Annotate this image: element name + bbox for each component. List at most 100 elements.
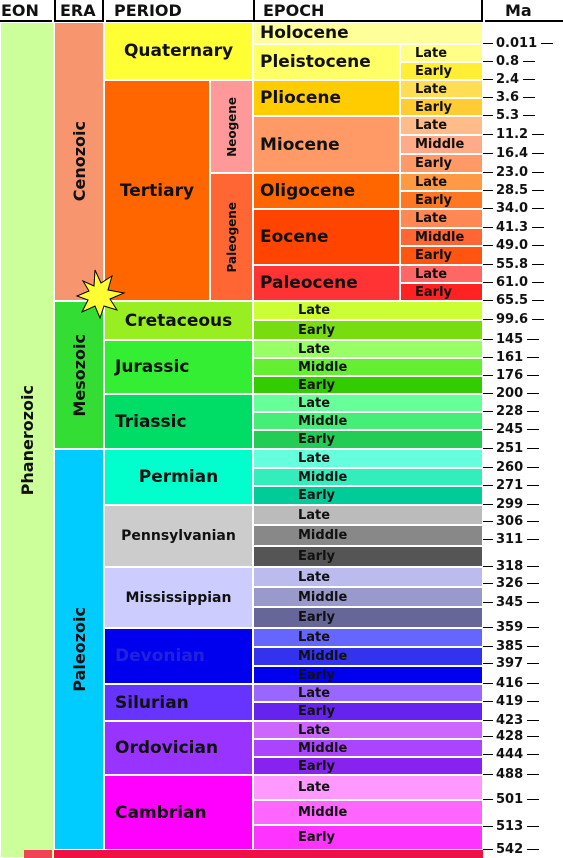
header-eon: EON bbox=[0, 0, 52, 22]
subepoch-early-label: Early bbox=[298, 667, 335, 683]
subepoch-early-label: Early bbox=[415, 248, 452, 263]
age-label: 16.4 bbox=[496, 146, 529, 161]
age-tick: 245 bbox=[483, 423, 563, 437]
subepoch-early: Early bbox=[400, 62, 483, 80]
age-tick: 0.011 bbox=[483, 37, 563, 51]
subepoch-late: Late bbox=[400, 80, 483, 98]
age-label: 34.0 bbox=[496, 201, 529, 216]
subepoch-middle-label: Middle bbox=[298, 469, 348, 485]
period-devonian: Devonian bbox=[104, 628, 253, 684]
period-cambrian: Cambrian bbox=[104, 775, 253, 850]
age-label: 49.0 bbox=[496, 238, 529, 253]
age-tick: 49.0 bbox=[483, 239, 563, 253]
subepoch-early-label: Early bbox=[298, 704, 335, 719]
age-tick: 419 bbox=[483, 695, 563, 709]
subepoch-early-label: Early bbox=[298, 432, 335, 447]
age-tick: 501 bbox=[483, 793, 563, 807]
era-cenozoic: Cenozoic bbox=[54, 22, 104, 301]
age-tick: 145 bbox=[483, 333, 563, 347]
subepoch-middle-label: Middle bbox=[298, 413, 348, 429]
subepoch-middle-label: Middle bbox=[415, 137, 465, 152]
subepoch-middle-label: Middle bbox=[298, 528, 348, 543]
subepoch-late: Late bbox=[253, 628, 483, 647]
age-tick: 311 bbox=[483, 533, 563, 547]
age-label: 5.3 bbox=[496, 108, 520, 123]
subepoch-middle: Middle bbox=[253, 525, 483, 546]
subepoch-middle-label: Middle bbox=[298, 359, 348, 375]
header-epoch: EPOCH bbox=[253, 0, 483, 22]
age-tick: 306 bbox=[483, 515, 563, 529]
age-tick: 428 bbox=[483, 730, 563, 744]
subepoch-late: Late bbox=[253, 684, 483, 702]
subepoch-early: Early bbox=[253, 430, 483, 449]
age-label: 444 bbox=[496, 747, 524, 762]
age-label: 0.8 bbox=[496, 54, 520, 69]
header-ma: Ma bbox=[485, 0, 563, 22]
subperiod-neogene: Neogene bbox=[210, 80, 253, 173]
epoch-eocene-label: Eocene bbox=[260, 227, 329, 247]
age-tick: 34.0 bbox=[483, 202, 563, 216]
age-tick: 513 bbox=[483, 820, 563, 834]
age-tick: 423 bbox=[483, 714, 563, 728]
age-tick: 397 bbox=[483, 657, 563, 671]
subperiod-paleogene: Paleogene bbox=[210, 173, 253, 301]
age-tick: 41.3 bbox=[483, 221, 563, 235]
age-label: 318 bbox=[496, 559, 524, 574]
age-label: 513 bbox=[496, 819, 524, 834]
period-jurassic: Jurassic bbox=[104, 340, 253, 394]
subepoch-late-label: Late bbox=[415, 211, 448, 226]
subepoch-late-label: Late bbox=[298, 303, 331, 318]
subepoch-late: Late bbox=[400, 116, 483, 135]
age-label: 359 bbox=[496, 620, 524, 635]
age-tick: 318 bbox=[483, 560, 563, 574]
period-tertiary: Tertiary bbox=[104, 80, 210, 301]
subepoch-middle: Middle bbox=[253, 468, 483, 486]
age-tick: 444 bbox=[483, 748, 563, 762]
precambrian-bar-left bbox=[24, 850, 52, 858]
era-mesozoic: Mesozoic bbox=[54, 301, 104, 449]
age-label: 385 bbox=[496, 639, 524, 654]
period-ordovician-label: Ordovician bbox=[115, 738, 219, 758]
epoch-oligocene-label: Oligocene bbox=[260, 181, 356, 201]
subepoch-late-label: Late bbox=[298, 630, 331, 645]
subepoch-early: Early bbox=[253, 486, 483, 505]
age-tick: 65.5 bbox=[483, 294, 563, 308]
period-silurian-label: Silurian bbox=[115, 692, 189, 713]
period-tertiary-label: Tertiary bbox=[119, 180, 195, 201]
age-label: 488 bbox=[496, 767, 524, 782]
age-tick: 271 bbox=[483, 479, 563, 493]
age-label: 345 bbox=[496, 595, 524, 610]
subepoch-late: Late bbox=[400, 265, 483, 283]
age-label: 419 bbox=[496, 694, 524, 709]
subepoch-early-label: Early bbox=[298, 488, 335, 503]
age-tick: 99.6 bbox=[483, 313, 563, 327]
epoch-holocene-label: Holocene bbox=[260, 23, 349, 43]
epoch-pliocene-label: Pliocene bbox=[260, 88, 342, 108]
age-label: 11.2 bbox=[496, 127, 529, 142]
subepoch-late: Late bbox=[253, 340, 483, 358]
age-label: 542 bbox=[496, 842, 524, 857]
subepoch-late-label: Late bbox=[298, 722, 331, 738]
age-tick: 299 bbox=[483, 498, 563, 512]
subepoch-late-label: Late bbox=[298, 569, 331, 585]
epoch-pleistocene: Pleistocene bbox=[253, 44, 400, 80]
subepoch-early: Early bbox=[253, 320, 483, 340]
period-triassic: Triassic bbox=[104, 394, 253, 449]
age-label: 0.011 bbox=[496, 36, 538, 51]
subepoch-late: Late bbox=[253, 775, 483, 800]
age-tick: 176 bbox=[483, 369, 563, 383]
age-label: 3.6 bbox=[496, 90, 520, 105]
header-era: ERA bbox=[54, 0, 104, 22]
age-tick: 23.0 bbox=[483, 166, 563, 180]
subepoch-early: Early bbox=[253, 376, 483, 394]
subepoch-late-label: Late bbox=[415, 81, 448, 97]
subepoch-early-label: Early bbox=[298, 549, 335, 564]
subepoch-early-label: Early bbox=[415, 192, 452, 208]
subepoch-early-label: Early bbox=[298, 830, 335, 845]
subepoch-late-label: Late bbox=[298, 685, 331, 701]
subepoch-late-label: Late bbox=[298, 780, 331, 795]
period-cambrian-label: Cambrian bbox=[115, 802, 207, 823]
age-tick: 61.0 bbox=[483, 276, 563, 290]
subepoch-late: Late bbox=[253, 505, 483, 525]
subepoch-middle-label: Middle bbox=[298, 589, 348, 605]
